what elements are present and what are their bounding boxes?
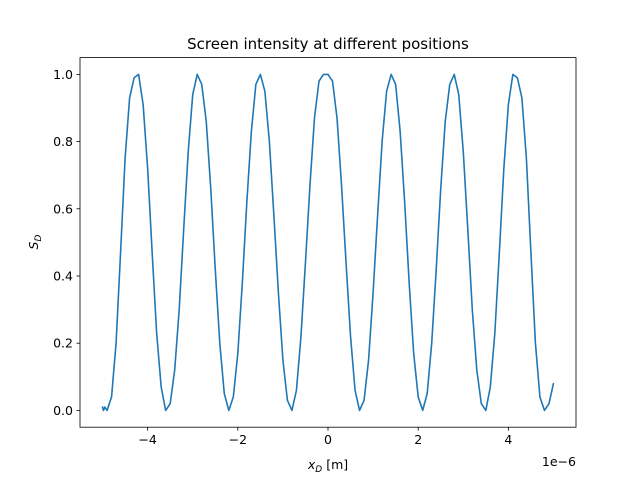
y-tick-label: 0.8 — [53, 134, 73, 149]
y-axis-ticks: 0.0 0.2 0.4 0.6 0.8 1.0 — [53, 67, 80, 418]
x-axis-label-subscript: D — [315, 465, 322, 475]
y-tick-label: 1.0 — [53, 67, 73, 82]
x-tick-label: −2 — [229, 432, 247, 447]
y-tick-label: 0.4 — [53, 269, 73, 284]
y-axis-label-subscript: D — [34, 235, 44, 242]
x-tick-label: 2 — [414, 432, 422, 447]
y-tick-label: 0.6 — [53, 201, 73, 216]
x-axis-ticks: −4 −2 0 2 4 — [138, 427, 512, 447]
x-axis-label-main: x — [307, 457, 316, 472]
y-tick-label: 0.2 — [53, 336, 73, 351]
chart-title: Screen intensity at different positions — [187, 35, 469, 53]
x-axis-label-unit: [m] — [322, 457, 348, 472]
x-axis-offset-label: 1e−6 — [542, 454, 576, 469]
x-axis-label: xD [m] — [307, 457, 348, 475]
x-tick-label: 0 — [324, 432, 332, 447]
plot-area — [101, 73, 555, 412]
y-axis-label: SD — [26, 235, 44, 250]
y-tick-label: 0.0 — [53, 403, 73, 418]
x-tick-label: 4 — [504, 432, 512, 447]
x-tick-label: −4 — [138, 432, 156, 447]
y-axis-label-main: S — [26, 241, 41, 249]
series-line — [101, 73, 555, 412]
